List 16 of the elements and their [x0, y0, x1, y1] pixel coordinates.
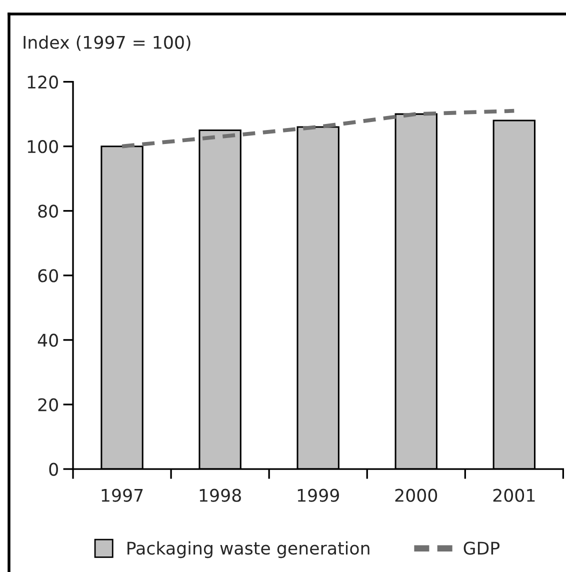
y-tick-label: 20 — [38, 398, 58, 412]
y-axis-title: Index (1997 = 100) — [24, 35, 190, 51]
x-tick-label: 1997 — [102, 488, 143, 502]
y-tick-label: 60 — [38, 269, 58, 282]
x-tick-label: 2001 — [493, 488, 535, 502]
x-tick-label: 2000 — [395, 488, 438, 502]
legend-label: GDP — [464, 542, 500, 555]
y-tick-label: 120 — [28, 76, 58, 89]
x-tick-label: 1999 — [298, 488, 339, 502]
line-series — [120, 108, 516, 148]
y-tick-label: 0 — [49, 462, 58, 476]
y-tick-label: 40 — [38, 334, 58, 347]
y-tick-label: 100 — [28, 140, 58, 154]
legend-label: Packaging waste generation — [128, 541, 370, 558]
x-tick-label: 1998 — [200, 488, 241, 502]
y-tick-label: 80 — [38, 204, 58, 218]
